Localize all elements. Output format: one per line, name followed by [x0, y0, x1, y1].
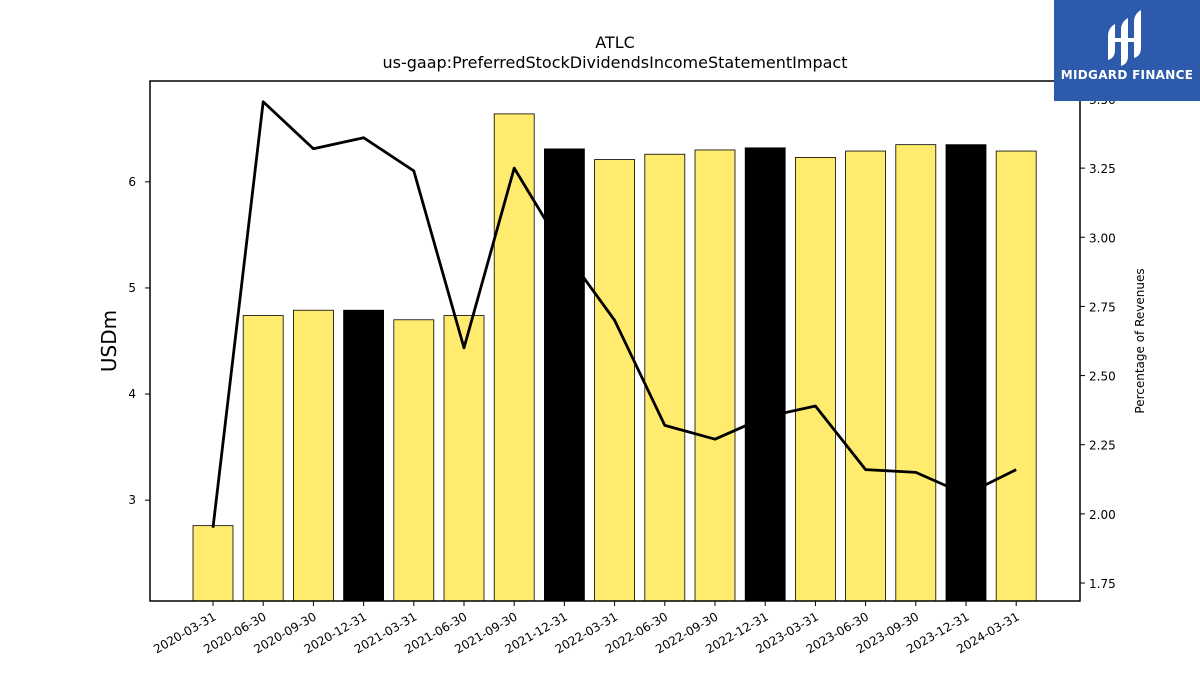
bar-2020-06-30 [242, 315, 284, 602]
y-axis-right: 1.752.002.252.502.753.003.253.50 [1080, 93, 1116, 591]
bar-2020-12-31 [343, 309, 385, 602]
x-axis: 2020-03-312020-06-302020-09-302020-12-31… [151, 601, 1022, 656]
y-tick-label: 3 [128, 493, 136, 507]
bar-2024-03-31 [995, 150, 1037, 602]
bars [192, 113, 1037, 602]
bar-2020-09-30 [292, 309, 334, 602]
brand-logo: MIDGARD FINANCE [1054, 0, 1200, 101]
y2-tick-label: 3.00 [1089, 231, 1116, 245]
y2-tick-label: 2.25 [1089, 439, 1116, 453]
brand-name: MIDGARD FINANCE [1060, 68, 1194, 82]
y2-tick-label: 1.75 [1089, 577, 1116, 591]
bar-2022-09-30 [694, 149, 736, 602]
bar-2022-06-30 [644, 153, 686, 602]
y2-tick-label: 2.00 [1089, 508, 1116, 522]
bar-2023-12-31 [945, 144, 987, 602]
y2-tick-label: 3.25 [1089, 162, 1116, 176]
bar-2023-09-30 [895, 144, 937, 602]
bar-2021-06-30 [443, 315, 485, 602]
bar-2021-09-30 [493, 113, 535, 602]
y-tick-label: 4 [128, 387, 136, 401]
ratio-line [211, 100, 1017, 528]
y2-tick-label: 2.75 [1089, 300, 1116, 314]
y-axis-left: 3 4 5 6 [128, 175, 150, 507]
brand-mark-icon [1108, 10, 1141, 66]
bar-2022-03-31 [594, 159, 635, 602]
bar-2020-03-31 [192, 525, 234, 602]
bar-2021-03-31 [393, 319, 435, 602]
bar-2023-06-30 [845, 150, 886, 602]
bar-2022-12-31 [744, 147, 786, 602]
bar-2023-03-31 [795, 157, 836, 602]
ratio-line-layer [211, 100, 1017, 528]
y-tick-label: 6 [128, 175, 136, 189]
y2-tick-label: 2.50 [1089, 370, 1116, 384]
y-axis-label: USDm [97, 310, 121, 372]
chart-subtitle: us-gaap:PreferredStockDividendsIncomeSta… [383, 53, 848, 72]
y2-axis-label: Percentage of Revenues [1133, 268, 1147, 413]
y-tick-label: 5 [128, 281, 136, 295]
chart-title: ATLC [595, 33, 635, 52]
bar-2021-12-31 [544, 148, 585, 602]
